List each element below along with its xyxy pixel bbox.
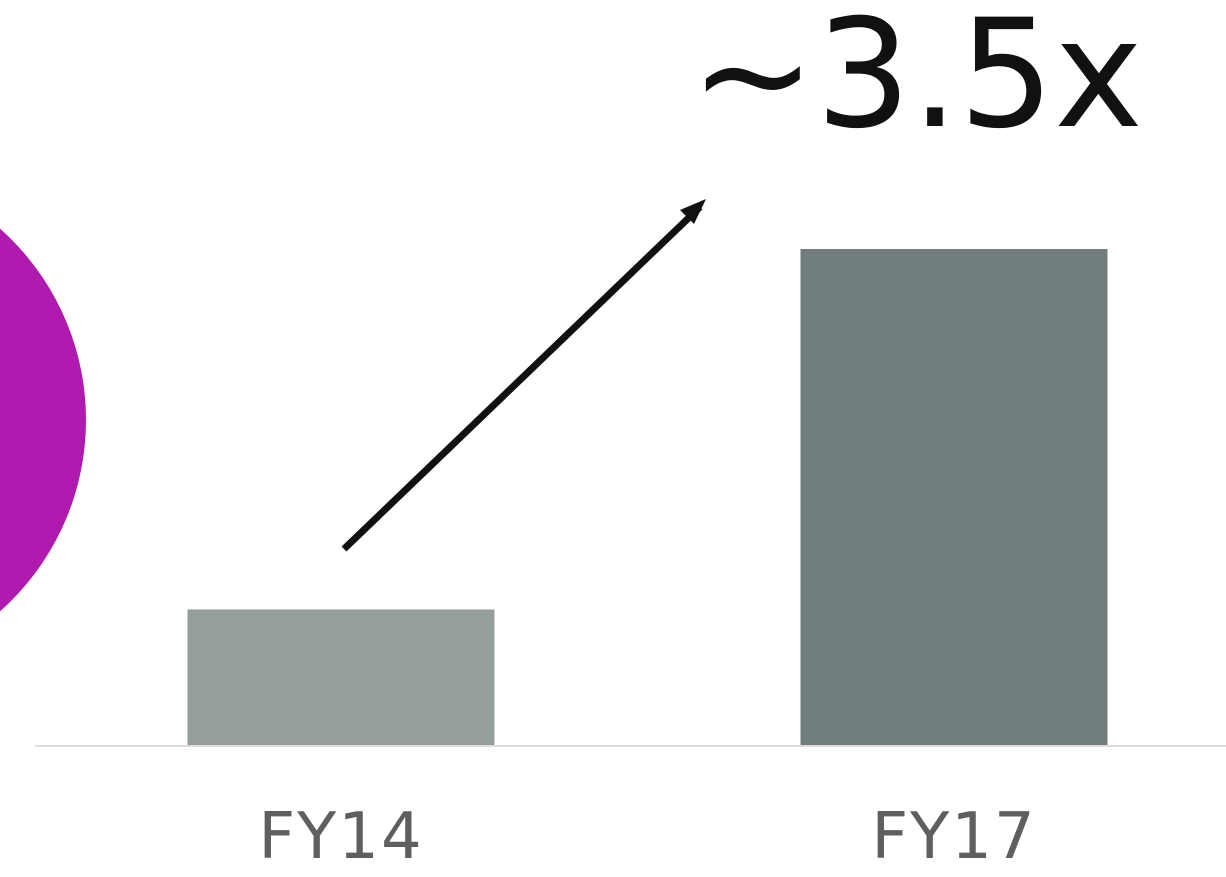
x-tick-label-fy14: FY14: [181, 800, 501, 874]
growth-arrow: [344, 207, 700, 549]
x-tick-label-fy17: FY17: [794, 800, 1114, 874]
growth-annotation: ~3.5x: [690, 0, 1170, 150]
bar-fy17: [801, 249, 1108, 745]
accent-circle: [0, 164, 86, 676]
bar-fy14: [188, 609, 495, 745]
